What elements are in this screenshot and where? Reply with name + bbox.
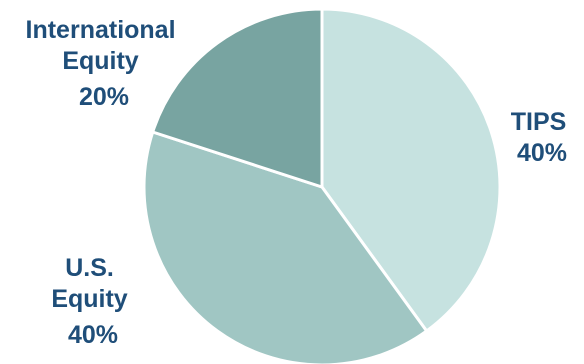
label-us-equity-line-2: Equity: [51, 285, 127, 313]
label-tips-line-1: TIPS: [511, 108, 567, 136]
pie-slice-tips: [320, 7, 502, 333]
pie-slice-u-s-equity: [142, 130, 429, 364]
pie-slices: [142, 7, 502, 364]
label-international-equity-line-1: International: [26, 16, 176, 44]
label-international-equity: International Equity 20%: [26, 16, 183, 111]
label-tips-percent: 40%: [517, 139, 567, 167]
label-us-equity-line-1: U.S.: [65, 254, 114, 282]
label-us-equity-percent: 40%: [68, 321, 118, 349]
label-tips: TIPS 40%: [511, 108, 574, 167]
label-us-equity: U.S. Equity 40%: [51, 254, 134, 349]
label-international-equity-percent: 20%: [79, 83, 129, 111]
label-international-equity-line-2: Equity: [62, 47, 138, 75]
pie-labels: TIPS 40% U.S. Equity 40% International E…: [26, 16, 574, 349]
pie-slice-international-equity: [151, 7, 324, 189]
